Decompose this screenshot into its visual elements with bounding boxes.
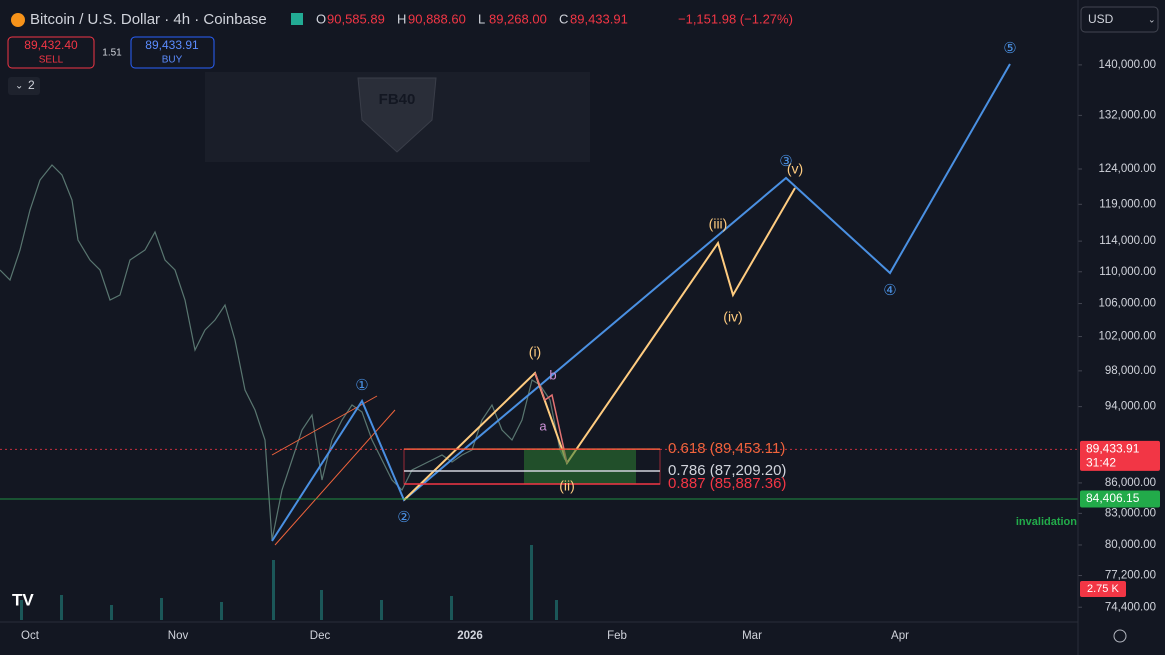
ohlc-key: L: [478, 11, 485, 26]
price-tag: [1080, 440, 1160, 471]
sell-label: SELL: [39, 55, 64, 66]
minor-wave-label: (i): [529, 344, 541, 360]
fib-label: 0.786 (87,209.20): [668, 462, 786, 479]
ohlc-value: 89,433.91: [570, 11, 628, 26]
minor-wave-label: (v): [787, 161, 803, 177]
invalidation-label: invalidation: [1016, 516, 1077, 528]
market-status: [291, 13, 303, 25]
indicators-toggle[interactable]: [8, 77, 40, 95]
y-tick-label: 102,000.00: [1098, 331, 1156, 343]
y-tick-label: 114,000.00: [1099, 235, 1156, 247]
settings-icon[interactable]: [1113, 629, 1127, 643]
indicators-count: 2: [28, 78, 35, 92]
ohlc-key: H: [397, 11, 406, 26]
minor-wave-label: (iv): [723, 309, 742, 325]
x-tick-label: Apr: [891, 630, 909, 642]
ohlc-value: 90,888.60: [408, 11, 466, 26]
correction-label: b: [549, 367, 556, 382]
minor-wave-label: (iii): [709, 216, 728, 232]
currency: USD: [1088, 12, 1114, 26]
correction-wave: [534, 372, 568, 464]
ohlc-key: C: [559, 11, 568, 26]
y-tick-label: 80,000.00: [1105, 539, 1156, 551]
minor-wave-label: (ii): [559, 478, 575, 494]
x-tick-label: 2026: [457, 630, 483, 642]
sell-price: 89,432.40: [24, 38, 78, 52]
y-tick-label: 110,000.00: [1099, 266, 1156, 278]
volume-tag: [1080, 581, 1126, 597]
symbol: Bitcoin / U.S. Dollar · 4h · Coinbase: [30, 11, 267, 28]
ohlc-key: O: [316, 11, 326, 26]
countdown: 31:42: [1086, 456, 1116, 470]
y-tick-label: 124,000.00: [1098, 163, 1156, 175]
x-tick-label: Oct: [21, 630, 40, 642]
target-zone: [524, 449, 636, 485]
x-tick-label: Mar: [742, 630, 762, 642]
y-tick-label: 94,000.00: [1105, 401, 1156, 413]
y-tick-label: 98,000.00: [1105, 365, 1156, 377]
btc-icon: [11, 13, 25, 27]
fib-label: 0.618 (89,453.11): [668, 440, 785, 457]
buy-button[interactable]: [130, 36, 215, 69]
primary-wave: [271, 63, 1011, 542]
y-tick-label: 74,400.00: [1105, 601, 1156, 613]
x-tick-label: Nov: [168, 630, 189, 642]
price-path: [0, 164, 566, 541]
price-tag-label: 89,433.91: [1086, 442, 1140, 456]
minor-wave: [403, 187, 796, 501]
watermark-shield: [357, 77, 437, 153]
y-tick-label: 77,200.00: [1105, 570, 1156, 582]
y-tick-label: 132,000.00: [1098, 109, 1156, 121]
y-tick-label: 83,000.00: [1105, 507, 1156, 519]
correction-label: a: [539, 418, 547, 433]
y-tick-label: 119,000.00: [1099, 198, 1156, 210]
fib-label: 0.887 (85,887.36): [668, 475, 786, 492]
watermark-text: FB40: [379, 91, 416, 108]
currency-select[interactable]: [1080, 6, 1159, 33]
price-tag: [1080, 490, 1160, 508]
primary-wave-label: ②: [397, 509, 410, 526]
tv-logo: TV: [12, 590, 34, 609]
sell-button[interactable]: [7, 36, 95, 69]
volume-bars: [20, 545, 558, 620]
primary-wave-label: ①: [355, 377, 368, 394]
y-tick-label: 140,000.00: [1098, 59, 1156, 71]
buy-price: 89,433.91: [145, 38, 199, 52]
volume-tag-label: 2.75 K: [1087, 583, 1119, 595]
currency-chevron: ⌄: [1148, 14, 1156, 24]
ohlc-value: 89,268.00: [489, 11, 547, 26]
primary-wave-label: ⑤: [1003, 40, 1016, 57]
primary-wave-label: ③: [779, 153, 792, 170]
primary-wave-label: ④: [883, 282, 896, 299]
y-tick-label: 106,000.00: [1098, 298, 1156, 310]
buy-label: BUY: [162, 55, 183, 66]
ohlc-value: 90,585.89: [327, 11, 385, 26]
spread: 1.51: [102, 48, 122, 59]
y-tick-label: 86,000.00: [1105, 477, 1156, 489]
x-tick-label: Feb: [607, 630, 627, 642]
chevron: ⌄: [15, 81, 23, 92]
change: −1,151.98 (−1.27%): [678, 11, 793, 26]
price-tag-label: 84,406.15: [1086, 491, 1140, 505]
x-tick-label: Dec: [310, 630, 331, 642]
